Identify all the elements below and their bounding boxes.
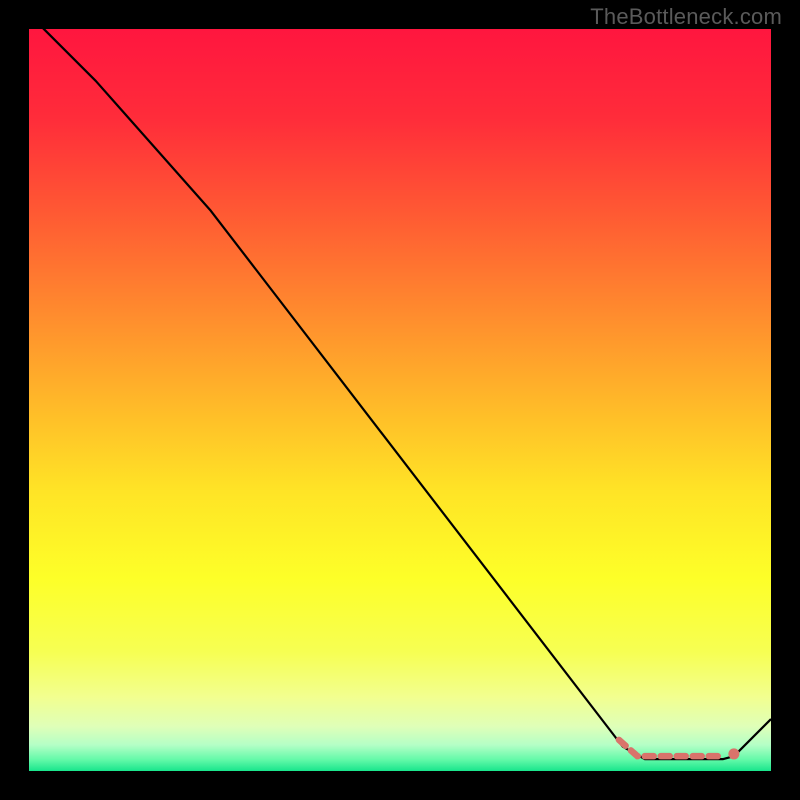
optimal-range-dash	[619, 740, 719, 756]
chart-svg-layer	[29, 29, 771, 771]
plot-area	[29, 29, 771, 771]
bottleneck-curve	[29, 14, 771, 759]
attribution-watermark: TheBottleneck.com	[590, 4, 782, 30]
optimal-point-marker	[728, 748, 739, 759]
